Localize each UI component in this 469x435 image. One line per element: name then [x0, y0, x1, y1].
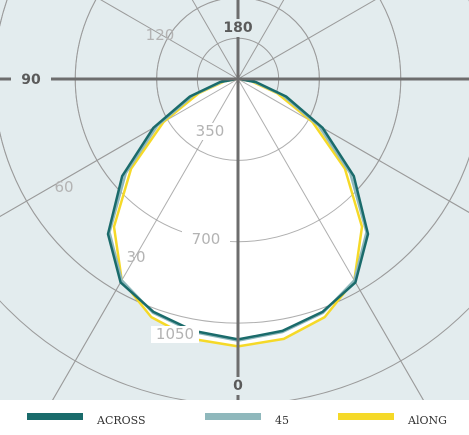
- grid-spoke: [191, 0, 239, 80]
- legend-label-1: 45: [275, 414, 289, 427]
- radial-tick-label: 350: [196, 122, 225, 140]
- angle-label-a90: 90: [21, 72, 41, 88]
- legend-swatch-1: [205, 413, 261, 420]
- radial-tick-label: 700: [192, 230, 221, 248]
- radial-tick-label: 1050: [156, 325, 194, 343]
- legend-swatch-2: [338, 413, 394, 420]
- grid-spoke: [237, 0, 376, 80]
- angle-label-bg: [218, 19, 258, 37]
- angle-label-a180: 180: [223, 20, 252, 36]
- radial-label-bg: [186, 123, 234, 140]
- angle-label-a120: 120: [146, 26, 175, 44]
- angle-label-bg: [218, 377, 258, 395]
- legend-swatch-0: [27, 413, 83, 420]
- angle-label-a0: 0: [233, 378, 243, 394]
- angle-label-a60: 60: [54, 178, 73, 196]
- angle-label-a30: 30: [126, 248, 145, 266]
- grid-spoke: [237, 0, 285, 80]
- grid-spoke-inner: [0, 78, 239, 217]
- series-line-along: [112, 77, 364, 348]
- radial-label-bg: [182, 231, 230, 248]
- grid-spoke-inner: [237, 78, 424, 400]
- series-line-across: [106, 77, 370, 341]
- legend: ACROSS 45 AlONG: [27, 413, 447, 427]
- legend-label-2: AlONG: [407, 414, 447, 427]
- radial-label-bg: [151, 326, 199, 343]
- legend-label-0: ACROSS: [96, 414, 146, 427]
- grid-spoke: [100, 0, 239, 80]
- grid-spoke-inner: [237, 78, 469, 213]
- angle-label-bg: [11, 71, 51, 89]
